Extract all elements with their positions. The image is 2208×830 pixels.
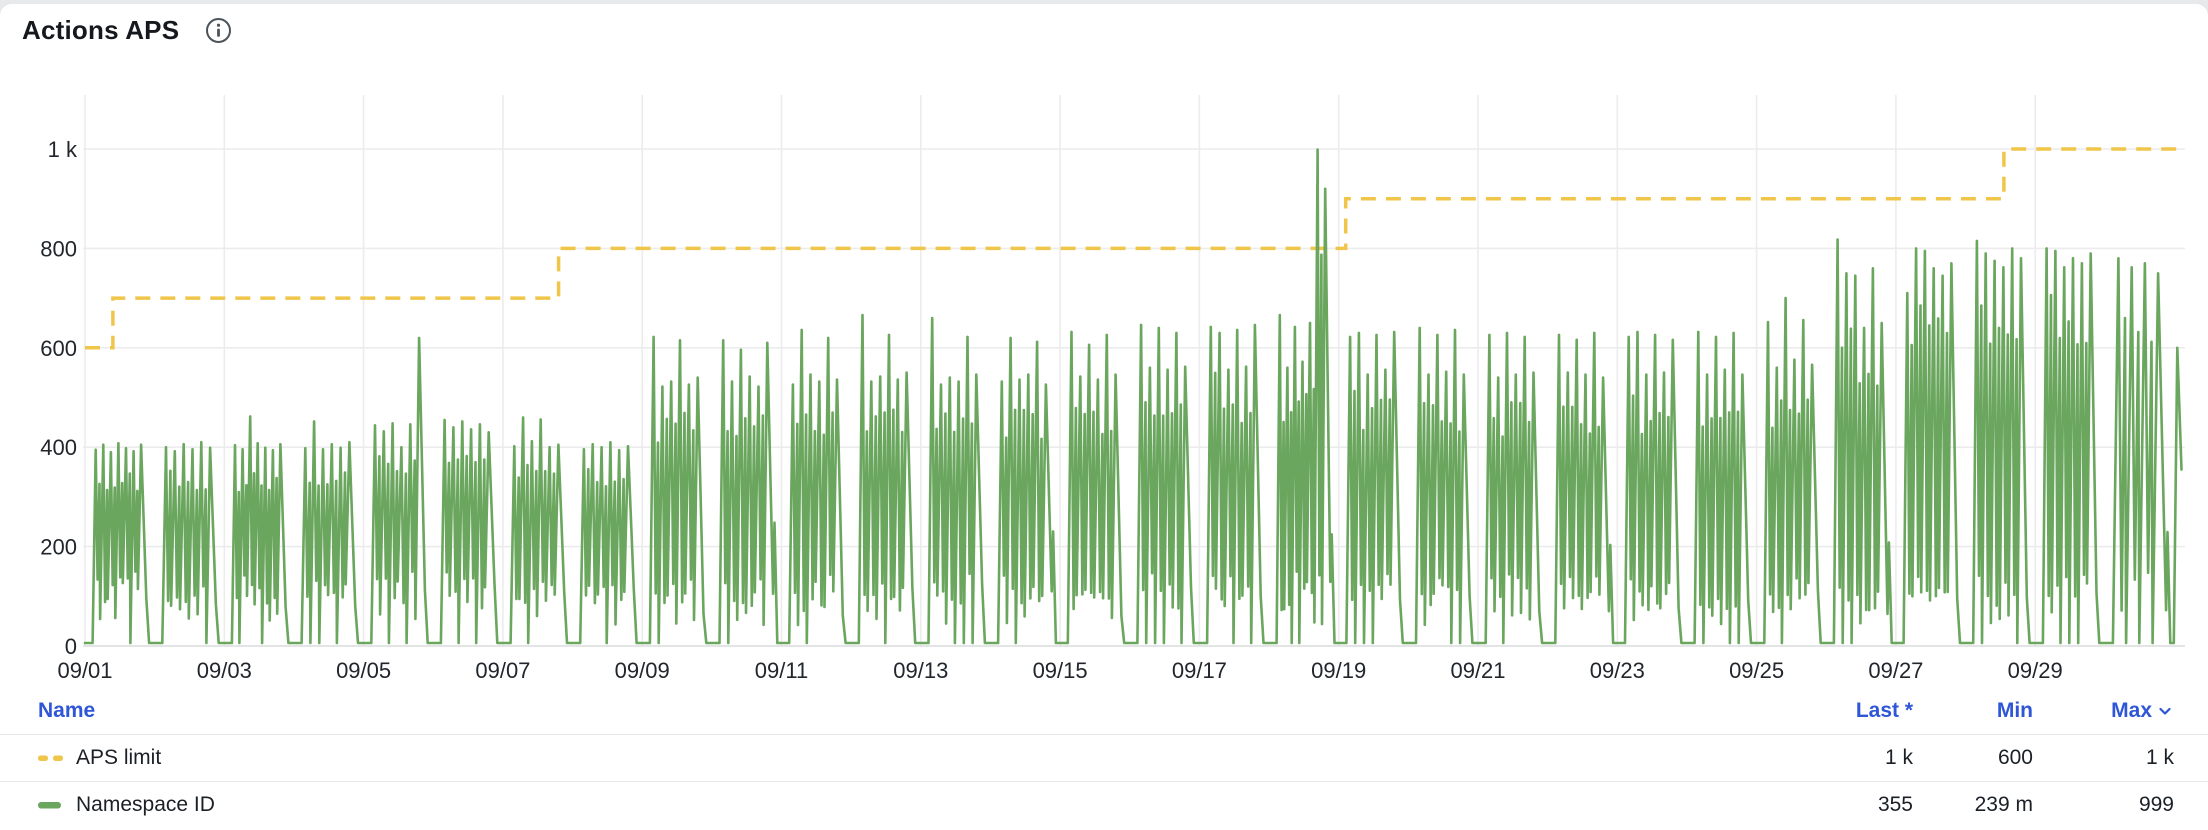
chevron-down-icon — [2159, 707, 2171, 715]
chart-series — [83, 147, 2185, 645]
aps-chart: 09/01 09/03 09/05 09/07 09/09 09/11 09/13 09/15… — [0, 0, 2208, 700]
panel-header: Actions APS — [22, 12, 232, 48]
x-tick-label: 09/19 — [1311, 658, 1366, 683]
x-tick-label: 09/13 — [893, 658, 948, 683]
x-tick-label: 09/29 — [2008, 658, 2063, 683]
aps-limit-last: 1 k — [1884, 746, 1913, 769]
namespace-id-solid-swatch — [38, 802, 61, 809]
legend-table: Name Last * Min Max APS limit 1 k 600 1 … — [0, 688, 2208, 828]
x-tick-label: 09/09 — [615, 658, 670, 683]
x-tick-label: 09/07 — [475, 658, 530, 683]
y-tick-label: 200 — [40, 535, 77, 560]
column-header-min[interactable]: Min — [1996, 699, 2033, 722]
x-tick-label: 09/03 — [197, 658, 252, 683]
namespace-id-max: 999 — [2138, 793, 2174, 816]
y-tick-label: 600 — [40, 336, 77, 361]
x-tick-label: 09/25 — [1729, 658, 1784, 683]
page-title: Actions APS — [22, 14, 180, 45]
column-header-max[interactable]: Max — [2033, 699, 2174, 723]
panel-background — [0, 4, 2208, 830]
aps-limit-max: 1 k — [2145, 746, 2174, 769]
legend-row-namespace-id[interactable]: Namespace ID 355 239 m 999 — [0, 781, 2208, 828]
x-tick-label: 09/27 — [1868, 658, 1923, 683]
series-name: Namespace ID — [76, 793, 215, 816]
x-tick-label: 09/11 — [755, 658, 808, 683]
y-tick-label: 1 k — [48, 137, 78, 162]
namespace-id-min: 239 m — [1974, 793, 2033, 816]
namespace-id-line — [83, 148, 2183, 645]
y-axis-tick-labels: 0 200 400 600 800 1 k — [40, 137, 78, 659]
chart-gridlines — [83, 95, 2185, 647]
legend-header-row: Name Last * Min Max — [0, 688, 2208, 734]
series-name: APS limit — [76, 746, 162, 769]
aps-limit-line — [85, 147, 2185, 350]
legend-row-aps-limit[interactable]: APS limit 1 k 600 1 k — [0, 734, 2208, 781]
x-tick-label: 09/21 — [1450, 658, 1505, 683]
x-tick-label: 09/15 — [1033, 658, 1088, 683]
y-tick-label: 400 — [40, 435, 77, 460]
x-tick-label: 09/01 — [57, 658, 112, 683]
namespace-id-last: 355 — [1877, 793, 1913, 816]
x-axis-tick-labels: 09/01 09/03 09/05 09/07 09/09 09/11 09/13 09/15… — [57, 658, 2062, 683]
aps-chart-svg[interactable]: 09/01 09/03 09/05 09/07 09/09 09/11 09/13 09/15… — [0, 0, 2208, 700]
y-tick-label: 800 — [40, 236, 77, 261]
x-tick-label: 09/23 — [1590, 658, 1645, 683]
x-tick-label: 09/17 — [1172, 658, 1227, 683]
x-tick-label: 09/05 — [336, 658, 391, 683]
aps-limit-min: 600 — [1997, 746, 2033, 769]
info-icon[interactable] — [205, 17, 232, 44]
column-header-last[interactable]: Last * — [1855, 699, 1913, 722]
aps-limit-dashed-swatch — [38, 755, 63, 761]
y-tick-label: 0 — [65, 634, 77, 659]
column-header-name[interactable]: Name — [38, 699, 96, 722]
